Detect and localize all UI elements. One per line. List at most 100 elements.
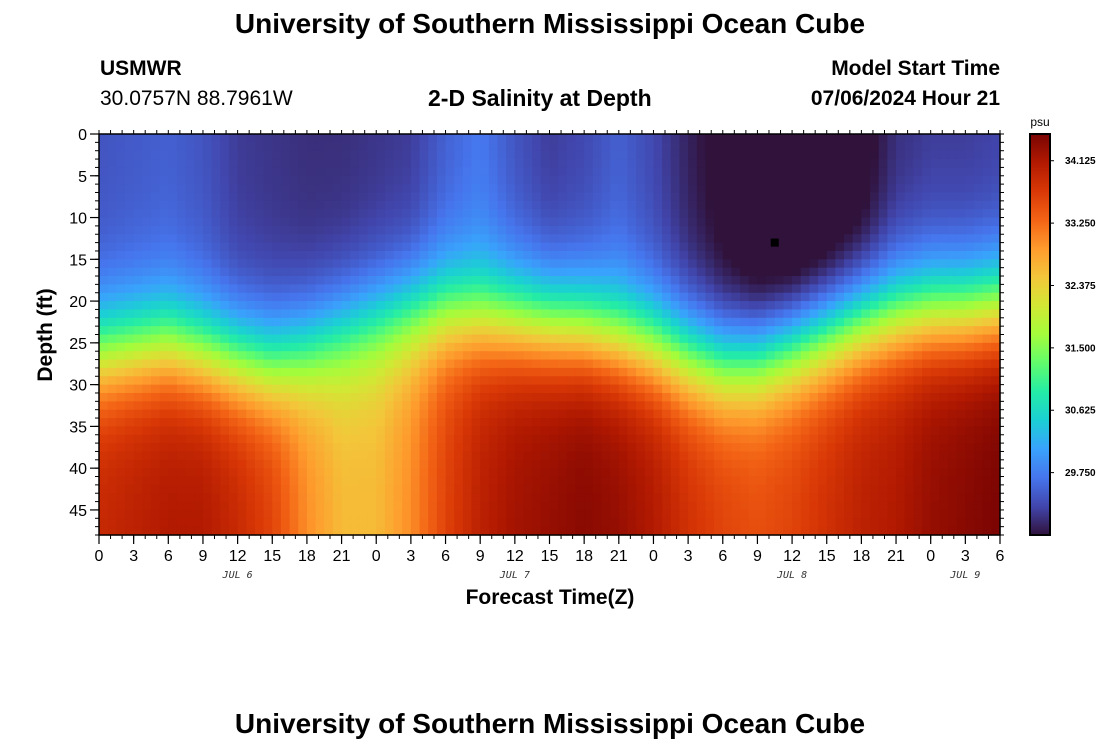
heatmap-cell (679, 301, 689, 311)
heatmap-cell (436, 484, 447, 494)
heatmap-cell (237, 476, 247, 486)
heatmap-cell (627, 217, 637, 227)
heatmap-cell (627, 484, 637, 494)
heatmap-cell (185, 309, 195, 319)
heatmap-cell (133, 192, 143, 202)
heatmap-cell (930, 250, 940, 260)
heatmap-cell (410, 317, 421, 327)
heatmap-cell (896, 142, 906, 152)
heatmap-cell (445, 267, 455, 277)
heatmap-cell (826, 468, 836, 478)
heatmap-cell (358, 334, 369, 344)
heatmap-cell (948, 351, 958, 361)
heatmap-cell (124, 409, 135, 419)
heatmap-cell (124, 459, 135, 469)
heatmap-cell (185, 434, 195, 444)
heatmap-cell (774, 443, 785, 453)
heatmap-cell (748, 451, 759, 461)
heatmap-cell (341, 242, 351, 252)
heatmap-cell (341, 418, 351, 427)
heatmap-cell (506, 443, 516, 453)
heatmap-cell (870, 309, 880, 319)
heatmap-cell (610, 418, 620, 427)
heatmap-cell (705, 426, 715, 436)
heatmap-cell (809, 351, 819, 361)
heatmap-cell (818, 192, 828, 202)
heatmap-cell (722, 409, 733, 419)
heatmap-cell (610, 426, 620, 436)
heatmap-cell (792, 401, 802, 411)
heatmap-cell (644, 526, 655, 536)
heatmap-cell (332, 225, 343, 235)
heatmap-cell (220, 443, 230, 453)
heatmap-cell (523, 309, 533, 319)
heatmap-cell (488, 292, 499, 302)
heatmap-cell (592, 250, 603, 260)
heatmap-cell (878, 284, 888, 294)
heatmap-cell (367, 317, 377, 327)
heatmap-cell (116, 334, 126, 344)
heatmap-cell (332, 342, 343, 352)
heatmap-cell (748, 200, 759, 210)
heatmap-cell (246, 384, 256, 394)
heatmap-cell (896, 242, 906, 252)
heatmap-cell (818, 276, 828, 285)
heatmap-cell (133, 384, 143, 394)
heatmap-cell (584, 242, 594, 252)
heatmap-cell (696, 317, 707, 327)
heatmap-cell (627, 526, 637, 536)
heatmap-cell (315, 284, 325, 294)
heatmap-cell (289, 384, 299, 394)
heatmap-cell (280, 426, 291, 436)
heatmap-cell (194, 317, 204, 327)
heatmap-cell (540, 501, 551, 511)
heatmap-cell (662, 334, 672, 344)
heatmap-cell (497, 459, 507, 469)
heatmap-cell (462, 209, 473, 219)
heatmap-cell (878, 292, 888, 302)
heatmap-cell (748, 476, 759, 486)
heatmap-cell (766, 384, 776, 394)
heatmap-cell (757, 484, 767, 494)
heatmap-cell (722, 167, 733, 177)
heatmap-cell (878, 150, 888, 160)
heatmap-cell (939, 434, 949, 444)
heatmap-cell (202, 334, 213, 344)
heatmap-cell (844, 484, 854, 494)
heatmap-cell (896, 518, 906, 528)
heatmap-cell (454, 292, 464, 302)
heatmap-cell (488, 242, 499, 252)
heatmap-cell (592, 225, 603, 235)
heatmap-cell (254, 200, 265, 210)
heatmap-cell (722, 367, 733, 377)
heatmap-cell (714, 192, 724, 202)
heatmap-cell (584, 418, 594, 427)
heatmap-cell (263, 159, 273, 169)
heatmap-cell (263, 259, 273, 269)
heatmap-cell (462, 225, 473, 235)
heatmap-cell (228, 259, 239, 269)
heatmap-cell (298, 267, 308, 277)
heatmap-cell (150, 267, 161, 277)
heatmap-cell (705, 267, 715, 277)
heatmap-cell (558, 284, 568, 294)
heatmap-cell (107, 225, 117, 235)
heatmap-cell (402, 451, 412, 461)
heatmap-cell (514, 434, 525, 444)
heatmap-cell (844, 459, 854, 469)
heatmap-cell (384, 459, 395, 469)
heatmap-cell (376, 292, 386, 302)
heatmap-cell (844, 443, 854, 453)
heatmap-cell (696, 175, 707, 185)
heatmap-cell (194, 342, 204, 352)
heatmap-cell (350, 184, 360, 194)
heatmap-cell (679, 443, 689, 453)
heatmap-cell (272, 217, 282, 227)
heatmap-cell (991, 459, 1001, 469)
heatmap-cell (601, 451, 611, 461)
heatmap-cell (428, 142, 438, 152)
heatmap-cell (705, 292, 715, 302)
heatmap-cell (315, 493, 325, 503)
heatmap-cell (948, 167, 958, 177)
heatmap-cell (410, 326, 421, 336)
